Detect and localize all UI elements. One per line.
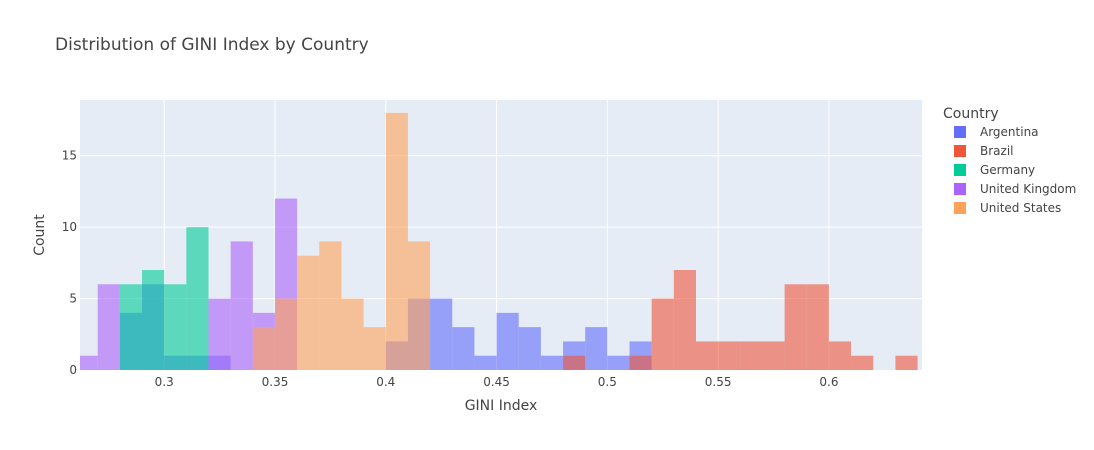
series-united-states	[252, 112, 431, 370]
histogram-bar	[319, 241, 342, 370]
histogram-bar	[97, 284, 120, 370]
histogram-bar	[828, 341, 852, 370]
histogram-bar	[895, 355, 918, 370]
histogram-bar	[230, 241, 253, 370]
y-tick-label: 5	[69, 292, 77, 306]
histogram-bar	[784, 284, 807, 370]
legend-swatch	[954, 164, 966, 176]
histogram-bar	[695, 341, 719, 370]
legend-label: Argentina	[980, 125, 1039, 139]
x-tick-label: 0.3	[155, 375, 174, 389]
histogram-bar	[673, 270, 696, 370]
x-tick-label: 0.5	[598, 375, 617, 389]
histogram-bar	[851, 355, 874, 370]
x-tick-label: 0.35	[262, 375, 289, 389]
bars	[80, 112, 918, 370]
series-brazil	[563, 270, 918, 370]
histogram-bar	[430, 298, 453, 370]
histogram-bar	[80, 355, 98, 370]
series-germany	[119, 227, 209, 370]
histogram-bar	[142, 270, 165, 370]
legend[interactable]: Argentina Brazil Germany United Kingdom Unit…	[954, 125, 1076, 215]
histogram-bar	[452, 327, 475, 370]
legend-swatch	[954, 183, 966, 195]
x-tick-label: 0.6	[819, 375, 838, 389]
y-tick-label: 0	[69, 363, 77, 377]
chart-title: Distribution of GINI Index by Country	[55, 35, 369, 55]
legend-label: United Kingdom	[980, 182, 1076, 196]
histogram-bar	[341, 298, 364, 370]
legend-item-argentina[interactable]: Argentina	[954, 125, 1039, 139]
x-tick-label: 0.4	[376, 375, 395, 389]
histogram-bar	[585, 327, 608, 370]
x-axis-title: GINI Index	[465, 398, 538, 414]
histogram-bar	[208, 298, 231, 370]
histogram-bar	[274, 298, 298, 370]
legend-swatch	[954, 126, 966, 138]
histogram-bar	[186, 227, 209, 370]
x-axis-ticks: 0.3 0.35 0.4 0.45 0.5 0.55 0.6	[155, 375, 839, 389]
histogram-bar	[407, 241, 431, 370]
x-tick-label: 0.55	[705, 375, 732, 389]
histogram-bar	[297, 255, 320, 370]
histogram-bar	[363, 327, 386, 370]
y-axis-title: Count	[32, 214, 48, 256]
legend-title: Country	[943, 106, 999, 122]
legend-label: United States	[980, 201, 1061, 215]
histogram-bar	[164, 284, 187, 370]
histogram-bar	[518, 327, 541, 370]
histogram-bar	[540, 355, 564, 370]
legend-label: Brazil	[980, 144, 1014, 158]
histogram-bar	[629, 355, 652, 370]
histogram-bar	[252, 327, 275, 370]
histogram-bar	[385, 112, 408, 370]
histogram-bar	[563, 355, 586, 370]
histogram-bar	[718, 341, 741, 370]
legend-item-united-states[interactable]: United States	[954, 201, 1061, 215]
legend-item-brazil[interactable]: Brazil	[954, 144, 1014, 158]
y-tick-label: 10	[62, 220, 77, 234]
histogram-bar	[806, 284, 829, 370]
y-axis-ticks: 0 5 10 15	[62, 149, 77, 377]
legend-swatch	[954, 202, 966, 214]
legend-item-germany[interactable]: Germany	[954, 163, 1035, 177]
histogram-bar	[740, 341, 763, 370]
x-tick-label: 0.45	[483, 375, 510, 389]
legend-item-united-kingdom[interactable]: United Kingdom	[954, 182, 1076, 196]
histogram-bar	[607, 355, 630, 370]
histogram-bar	[474, 355, 497, 370]
histogram-bar	[651, 298, 674, 370]
histogram-bar	[119, 284, 143, 370]
histogram-bar	[496, 312, 519, 370]
legend-swatch	[954, 145, 966, 157]
y-tick-label: 15	[62, 149, 77, 163]
histogram-bar	[762, 341, 785, 370]
legend-label: Germany	[980, 163, 1035, 177]
